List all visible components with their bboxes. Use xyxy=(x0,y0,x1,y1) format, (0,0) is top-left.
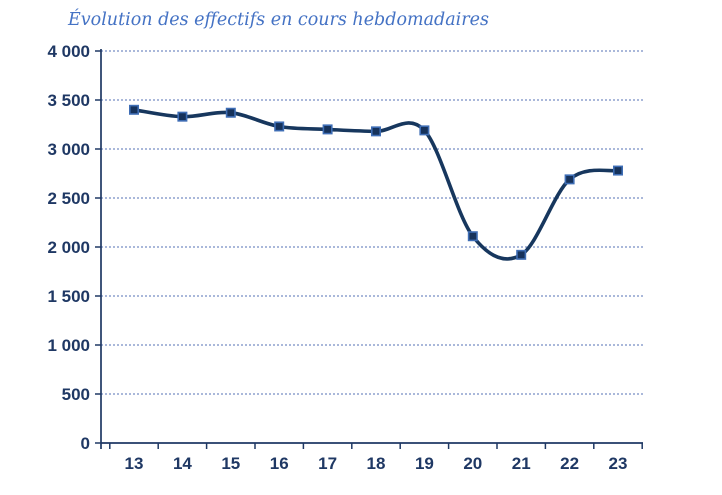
data-marker xyxy=(564,174,575,185)
y-axis-tick-label: 4 000 xyxy=(47,42,90,61)
x-axis-tick-label: 21 xyxy=(512,454,531,473)
y-axis-tick-label: 3 000 xyxy=(47,140,90,159)
x-axis-tick-label: 14 xyxy=(173,454,192,473)
x-axis-tick-label: 20 xyxy=(463,454,482,473)
data-marker xyxy=(516,249,527,260)
x-axis-tick-label: 15 xyxy=(221,454,240,473)
y-axis-tick-label: 3 500 xyxy=(47,91,90,110)
x-axis-tick-label: 16 xyxy=(270,454,289,473)
y-gridlines xyxy=(101,50,643,395)
y-axis-tick-label: 0 xyxy=(81,434,90,453)
x-axis-tick-label: 19 xyxy=(415,454,434,473)
data-marker xyxy=(467,231,478,242)
x-axis-tick-label: 17 xyxy=(318,454,337,473)
data-marker xyxy=(370,126,381,137)
data-marker xyxy=(177,111,188,122)
chart-title: Évolution des effectifs en cours hebdoma… xyxy=(67,9,489,30)
data-series xyxy=(129,104,623,261)
data-marker xyxy=(225,107,236,118)
x-axis-tick-label: 13 xyxy=(125,454,144,473)
axis-labels: 0 500 1 000 1 500 2 000 2 500 3 000 3 500 4 000 1… xyxy=(47,42,627,473)
x-axis-tick-label: 23 xyxy=(609,454,628,473)
x-axis-tick-label: 18 xyxy=(367,454,386,473)
data-marker xyxy=(129,104,140,115)
series-line xyxy=(132,108,620,261)
data-marker xyxy=(274,121,285,132)
y-axis-tick-label: 2 000 xyxy=(47,238,90,257)
data-marker xyxy=(322,124,333,135)
y-axis-tick-label: 2 500 xyxy=(47,189,90,208)
x-axis-tick-label: 22 xyxy=(560,454,579,473)
axes xyxy=(95,49,643,449)
y-axis-tick-label: 500 xyxy=(62,385,90,404)
data-marker xyxy=(419,125,430,136)
y-axis-tick-label: 1 500 xyxy=(47,287,90,306)
data-markers xyxy=(129,104,623,260)
data-marker xyxy=(612,165,623,176)
y-axis-tick-label: 1 000 xyxy=(47,336,90,355)
